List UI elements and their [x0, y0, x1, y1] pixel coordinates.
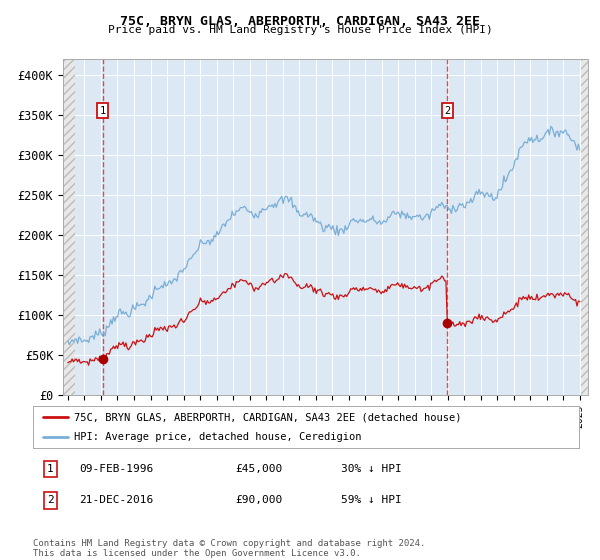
- Text: 21-DEC-2016: 21-DEC-2016: [79, 496, 154, 506]
- Text: 2: 2: [47, 496, 53, 506]
- Text: 30% ↓ HPI: 30% ↓ HPI: [341, 464, 402, 474]
- Text: HPI: Average price, detached house, Ceredigion: HPI: Average price, detached house, Cere…: [74, 432, 361, 442]
- Text: £45,000: £45,000: [235, 464, 282, 474]
- Text: 09-FEB-1996: 09-FEB-1996: [79, 464, 154, 474]
- Text: 1: 1: [47, 464, 53, 474]
- Bar: [581, 59, 588, 395]
- Text: £90,000: £90,000: [235, 496, 282, 506]
- Text: 59% ↓ HPI: 59% ↓ HPI: [341, 496, 402, 506]
- Text: 2: 2: [445, 106, 451, 116]
- Text: 75C, BRYN GLAS, ABERPORTH, CARDIGAN, SA43 2EE: 75C, BRYN GLAS, ABERPORTH, CARDIGAN, SA4…: [120, 15, 480, 27]
- Bar: [63, 59, 75, 395]
- Text: Contains HM Land Registry data © Crown copyright and database right 2024.
This d: Contains HM Land Registry data © Crown c…: [33, 539, 425, 558]
- Text: 1: 1: [100, 106, 106, 116]
- Text: Price paid vs. HM Land Registry's House Price Index (HPI): Price paid vs. HM Land Registry's House …: [107, 25, 493, 35]
- Text: 75C, BRYN GLAS, ABERPORTH, CARDIGAN, SA43 2EE (detached house): 75C, BRYN GLAS, ABERPORTH, CARDIGAN, SA4…: [74, 412, 461, 422]
